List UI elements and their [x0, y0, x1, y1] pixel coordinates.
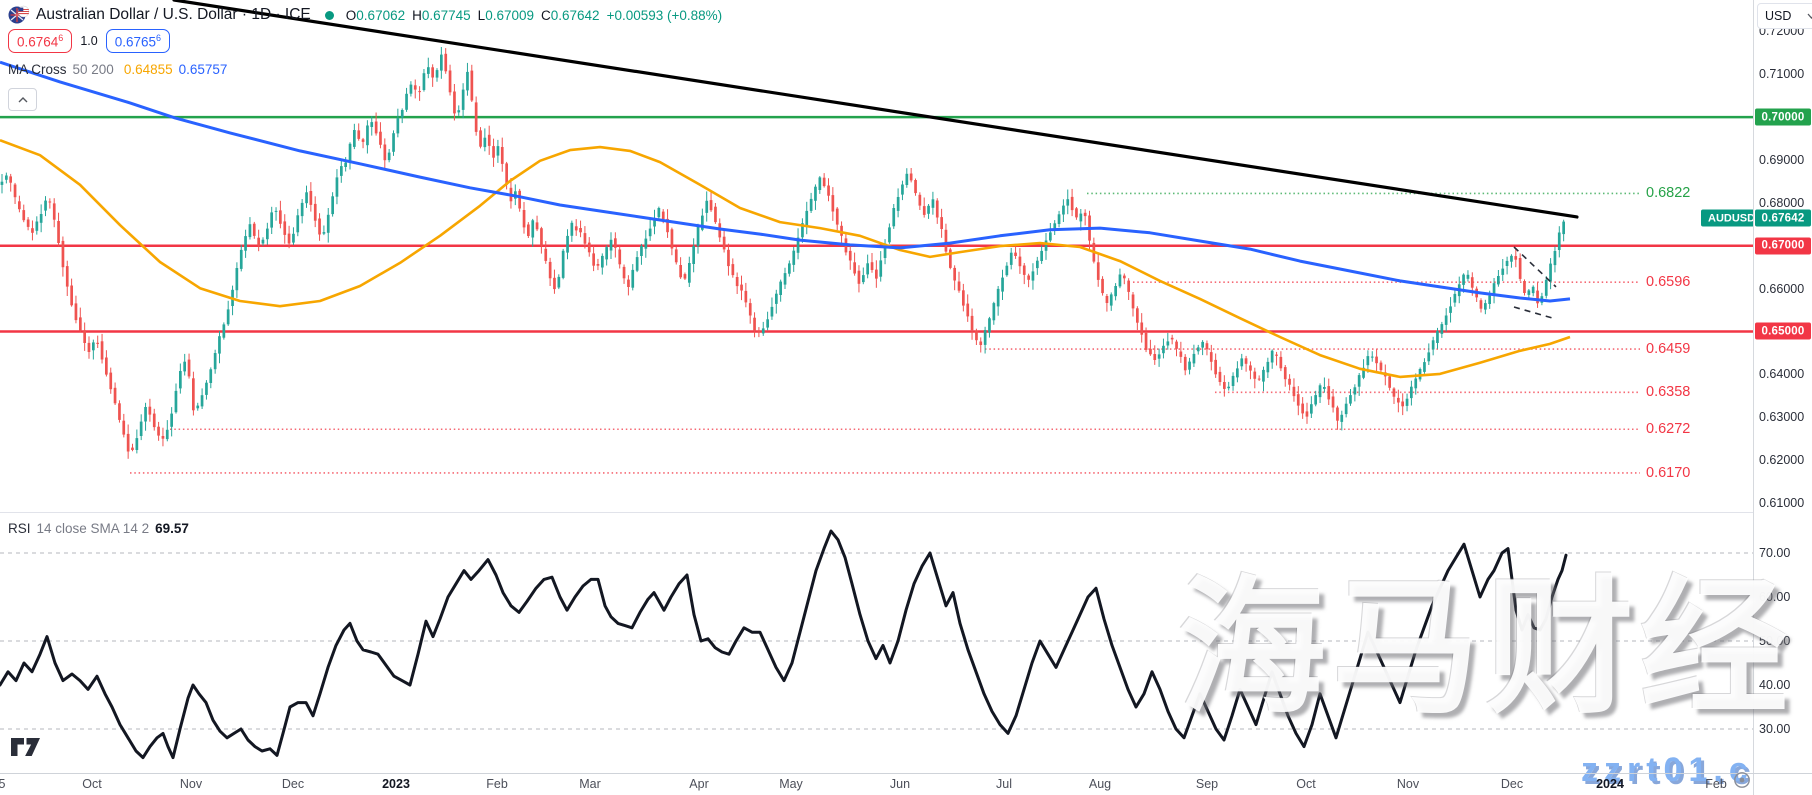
level-price-badge: 0.70000 — [1755, 108, 1811, 126]
rsi-line — [0, 529, 1568, 760]
chevron-up-icon — [18, 96, 27, 102]
level-price-badge: 0.67000 — [1755, 237, 1811, 255]
ma50-line — [0, 138, 1571, 379]
ray-price-label: 0.6596 — [1646, 274, 1691, 291]
wedge-dashed-line — [1513, 246, 1557, 288]
price-tick: 0.68000 — [1759, 195, 1805, 210]
chart-canvas[interactable] — [0, 0, 1753, 795]
year-label: 2023 — [382, 777, 410, 791]
pair-flags-icon — [8, 5, 30, 24]
ohlc-values: O0.67062 H0.67745 L0.67009 C0.67642 +0.00593… — [345, 7, 723, 23]
ray-price-label: 0.6459 — [1646, 341, 1691, 358]
time-axis[interactable]: 5 Oct Nov Dec 2023 Feb Mar Apr May Jun Jul Aug Sep Oc… — [0, 773, 1812, 795]
descending-trendline — [172, 0, 1579, 219]
ray-price-label: 0.6170 — [1646, 464, 1691, 481]
chart-legend: Australian Dollar / U.S. Dollar · 1D · I… — [8, 4, 729, 111]
timezone-settings-icon[interactable] — [1733, 771, 1751, 789]
ma200-line — [0, 60, 1571, 303]
wedge-dashed-line — [1513, 306, 1557, 320]
price-tick: 0.61000 — [1759, 495, 1805, 510]
month-label: Apr — [689, 777, 709, 791]
rsi-tick: 50.00 — [1759, 634, 1791, 648]
year-label: 2024 — [1596, 777, 1624, 791]
month-label: May — [779, 777, 803, 791]
month-label: Jun — [889, 777, 911, 791]
month-label: Feb — [1705, 777, 1727, 791]
price-axis[interactable]: 0.720000.710000.700000.690000.680000.670… — [1753, 0, 1812, 795]
price-tick: 0.64000 — [1759, 367, 1805, 382]
last-price-badge: 0.67642 — [1755, 209, 1811, 227]
month-label: Feb — [486, 777, 508, 791]
bid-price[interactable]: 0.67646 — [8, 29, 73, 53]
price-tick: 0.62000 — [1759, 453, 1805, 468]
price-tick: 0.69000 — [1759, 152, 1805, 167]
month-label: Nov — [1396, 777, 1420, 791]
rsi-tick: 70.00 — [1759, 546, 1791, 560]
symbol-title[interactable]: Australian Dollar / U.S. Dollar · 1D · I… — [36, 6, 311, 23]
month-label: Aug — [1088, 777, 1112, 791]
currency-dropdown[interactable]: USD — [1757, 3, 1812, 29]
month-label: 5 — [0, 777, 6, 791]
price-tick: 0.71000 — [1759, 67, 1805, 82]
rsi-legend[interactable]: RSI 14 close SMA 14 2 69.57 — [8, 521, 189, 536]
price-tick: 0.66000 — [1759, 281, 1805, 296]
price-tick: 0.63000 — [1759, 410, 1805, 425]
collapse-legend-button[interactable] — [8, 88, 37, 111]
month-label: Mar — [579, 777, 601, 791]
rsi-value: 69.57 — [155, 521, 189, 536]
month-label: Oct — [82, 777, 102, 791]
month-label: Jul — [996, 777, 1012, 791]
tradingview-logo[interactable] — [10, 735, 44, 759]
ray-price-label: 0.6272 — [1646, 421, 1691, 438]
ma-cross-legend[interactable]: MA Cross 50 200 0.64855 0.65757 — [8, 61, 228, 77]
level-price-badge: 0.65000 — [1755, 322, 1811, 340]
month-label: Oct — [1296, 777, 1316, 791]
symbol-chip: AUDUSD — [1701, 209, 1763, 227]
spread-value: 1.0 — [80, 34, 98, 48]
rsi-tick: 40.00 — [1759, 678, 1791, 692]
rsi-tick: 30.00 — [1759, 722, 1791, 736]
ray-price-label: 0.6358 — [1646, 384, 1691, 401]
ray-price-label: 0.6822 — [1646, 185, 1691, 202]
month-label: Sep — [1195, 777, 1219, 791]
rsi-tick: 60.00 — [1759, 590, 1791, 604]
month-label: Nov — [179, 777, 203, 791]
month-label: Dec — [281, 777, 305, 791]
month-label: Dec — [1500, 777, 1524, 791]
ask-price[interactable]: 0.67656 — [105, 29, 171, 53]
market-status-icon — [324, 10, 334, 20]
change-value: +0.00593 (+0.88%) — [606, 7, 723, 23]
chevron-down-icon — [1807, 13, 1812, 19]
